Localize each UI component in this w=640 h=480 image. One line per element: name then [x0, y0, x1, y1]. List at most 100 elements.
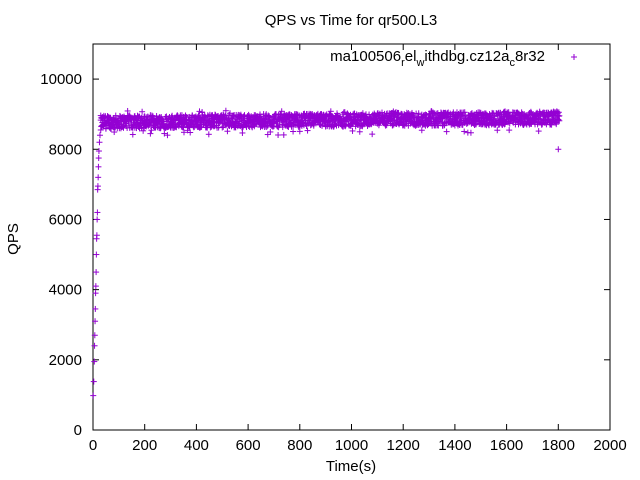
data-point: [516, 116, 523, 123]
data-point: [93, 269, 100, 276]
x-tick-label: 0: [89, 437, 97, 454]
data-point: [129, 131, 136, 138]
data-point: [92, 318, 99, 325]
data-point: [535, 128, 542, 135]
data-point: [265, 112, 272, 119]
data-point: [148, 127, 155, 134]
data-point: [458, 114, 465, 121]
data-point: [296, 117, 303, 124]
data-point: [477, 117, 484, 124]
data-point: [267, 128, 274, 135]
data-point: [327, 108, 334, 115]
data-point: [276, 122, 283, 129]
data-point: [199, 109, 206, 116]
data-point: [91, 358, 98, 365]
data-point: [245, 111, 252, 118]
data-point: [451, 116, 458, 123]
data-point: [196, 108, 203, 115]
data-point: [529, 118, 536, 125]
data-point: [443, 128, 450, 135]
plot-frame: [92, 43, 611, 431]
x-tick-label: 1800: [542, 437, 575, 454]
data-point: [148, 112, 155, 119]
data-point: [279, 124, 286, 131]
data-point: [92, 290, 99, 297]
data-point: [494, 127, 501, 134]
data-point: [356, 128, 363, 135]
data-point: [95, 155, 102, 162]
data-point: [96, 139, 103, 146]
data-point: [239, 129, 246, 136]
data-point: [94, 216, 101, 223]
data-point: [387, 115, 394, 122]
data-point: [293, 111, 300, 118]
data-point: [280, 131, 287, 138]
x-tick-label: 200: [132, 437, 157, 454]
y-tick-label: 2000: [49, 352, 82, 369]
data-point: [96, 132, 103, 139]
x-tick-label: 600: [236, 437, 261, 454]
data-point: [400, 121, 407, 128]
data-point: [94, 183, 101, 190]
data-point: [167, 118, 174, 125]
data-point: [140, 127, 147, 134]
data-point: [361, 114, 368, 121]
data-point: [95, 148, 102, 155]
data-point: [374, 117, 381, 124]
data-point: [109, 120, 116, 127]
data-point: [438, 115, 445, 122]
data-point: [92, 305, 99, 312]
data-point: [131, 119, 138, 126]
data-point: [119, 123, 126, 130]
data-point: [93, 251, 100, 258]
x-tick-label: 1200: [387, 437, 420, 454]
data-point: [413, 114, 420, 121]
data-point: [224, 128, 231, 135]
legend: ma100506relwithdbg.cz12ac8r32: [330, 48, 577, 69]
chart-title: QPS vs Time for qr500.L3: [265, 12, 438, 29]
data-point: [290, 128, 297, 135]
data-point: [488, 115, 495, 122]
data-point: [180, 129, 187, 136]
y-axis-ticks: 0 2000 4000 6000 8000 10000: [40, 71, 610, 439]
data-point: [275, 131, 282, 138]
x-tick-label: 1000: [335, 437, 368, 454]
y-tick-label: 8000: [49, 141, 82, 158]
data-point: [490, 118, 497, 125]
data-point: [187, 129, 194, 136]
data-point: [105, 119, 112, 126]
data-point: [418, 127, 425, 134]
data-point: [383, 122, 390, 129]
data-point: [461, 109, 468, 116]
x-axis-ticks: 0 200 400 600 800 1000 1200 1400 1600 1800 2000: [89, 44, 627, 454]
data-point: [222, 107, 229, 114]
data-point: [542, 117, 549, 124]
data-point: [506, 120, 513, 127]
data-point: [423, 112, 430, 119]
legend-series-marker: [571, 54, 577, 60]
data-point: [555, 116, 562, 123]
data-point: [93, 232, 100, 239]
data-point: [91, 332, 98, 339]
y-tick-label: 10000: [40, 71, 82, 88]
data-point: [123, 118, 130, 125]
data-point: [110, 118, 117, 125]
data-point: [100, 121, 107, 128]
data-point: [382, 122, 389, 129]
data-point: [555, 146, 562, 153]
data-point: [270, 119, 277, 126]
data-points: [90, 107, 563, 399]
data-point: [230, 112, 237, 119]
data-point: [206, 117, 213, 124]
data-point: [304, 127, 311, 134]
data-point: [154, 121, 161, 128]
data-point: [141, 118, 148, 125]
data-point: [157, 125, 164, 132]
data-point: [266, 113, 273, 120]
data-point: [369, 131, 376, 138]
data-point: [335, 118, 342, 125]
data-point: [556, 117, 563, 124]
data-point: [91, 342, 98, 349]
data-point: [92, 283, 99, 290]
